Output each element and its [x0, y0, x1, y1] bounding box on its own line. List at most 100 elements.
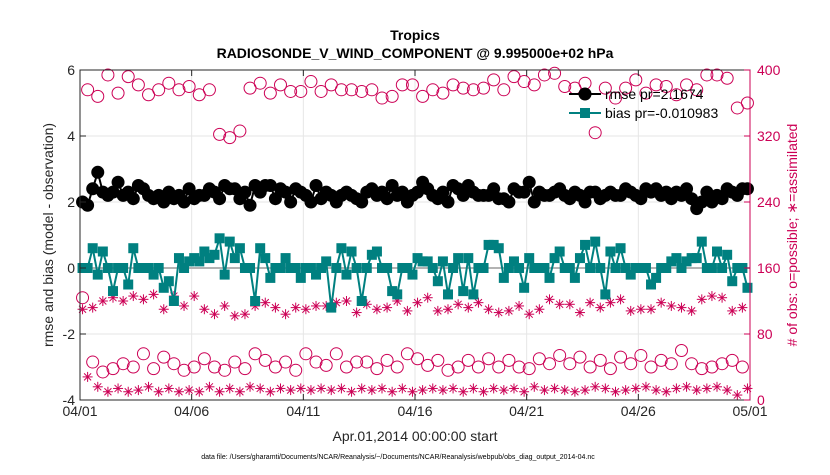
- bias-point: [519, 282, 530, 293]
- obs-possible-point: [629, 73, 643, 87]
- obs-possible-point: [477, 81, 491, 95]
- bias-point: [422, 256, 433, 267]
- bias-point: [250, 296, 261, 306]
- bias-point: [133, 263, 144, 273]
- obs-assimilated-point: [209, 309, 220, 320]
- obs-assimilated-point: [554, 299, 565, 310]
- bias-point: [615, 243, 626, 254]
- obs-assimilated-point: [290, 302, 301, 313]
- bias-point: [346, 246, 357, 257]
- bias-point: [498, 272, 509, 283]
- bias-point: [727, 276, 738, 287]
- obs-possible-point: [436, 86, 450, 100]
- obs-possible-point: [279, 355, 293, 369]
- rmse-point: [106, 185, 120, 199]
- bias-point: [148, 269, 159, 280]
- obs-assimilated-point: [605, 297, 616, 308]
- bias-point: [412, 253, 423, 264]
- x-tick-label: 04/11: [286, 403, 320, 419]
- rmse-point: [380, 192, 394, 206]
- obs-assimilated-point: [448, 383, 459, 394]
- bias-point: [661, 263, 672, 273]
- obs-possible-point: [583, 360, 597, 374]
- obs-assimilated-point: [483, 304, 494, 315]
- bias-point: [701, 263, 712, 273]
- rmse-point: [86, 182, 100, 196]
- rmse-point: [126, 192, 140, 206]
- obs-possible-point: [299, 347, 313, 361]
- obs-assimilated-point: [671, 383, 682, 394]
- obs-assimilated-point: [300, 304, 311, 315]
- obs-assimilated-point: [569, 386, 580, 397]
- obs-possible-point: [238, 362, 252, 376]
- obs-possible-point: [304, 75, 318, 89]
- obs-possible-point: [487, 73, 501, 87]
- obs-assimilated-point: [442, 304, 453, 315]
- obs-possible-point: [131, 78, 145, 92]
- obs-assimilated-point: [402, 305, 413, 316]
- bias-point: [676, 263, 687, 273]
- obs-assimilated-point: [173, 386, 184, 397]
- obs-assimilated-point: [179, 300, 190, 311]
- obs-possible-point: [451, 360, 465, 374]
- left-y-tick-label: 2: [67, 194, 75, 210]
- rmse-point: [487, 182, 501, 196]
- obs-assimilated-point: [260, 297, 271, 308]
- bias-point: [437, 256, 448, 267]
- rmse-point: [502, 195, 516, 209]
- bias-point: [184, 256, 195, 267]
- obs-possible-point: [598, 81, 612, 95]
- bias-point: [564, 263, 575, 273]
- left-y-axis-label: rmse and bias (model - observation): [40, 123, 56, 347]
- obs-possible-point: [517, 75, 531, 89]
- bias-point: [681, 256, 692, 267]
- obs-possible-point: [548, 66, 562, 80]
- obs-assimilated-point: [432, 305, 443, 316]
- bias-point: [392, 289, 403, 300]
- obs-possible-point: [497, 83, 511, 97]
- obs-possible-point: [91, 89, 105, 103]
- rmse-point: [228, 182, 242, 196]
- obs-assimilated-point: [580, 385, 591, 396]
- obs-assimilated-point: [189, 291, 200, 302]
- obs-possible-point: [228, 355, 242, 369]
- bias-point: [265, 272, 276, 283]
- bias-point: [453, 253, 464, 264]
- bias-point: [270, 263, 281, 273]
- obs-assimilated-point: [646, 304, 657, 315]
- obs-possible-point: [350, 355, 364, 369]
- obs-possible-point: [81, 83, 95, 97]
- obs-assimilated-point: [311, 300, 322, 311]
- bias-point: [255, 243, 266, 254]
- obs-possible-point: [492, 360, 506, 374]
- bias-point: [168, 296, 179, 306]
- obs-assimilated-point: [651, 385, 662, 396]
- data-file-footnote: data file: /Users/gharamti/Documents/NCA…: [201, 454, 595, 461]
- obs-possible-point: [345, 83, 359, 97]
- rmse-point: [268, 192, 282, 206]
- bias-point: [605, 246, 616, 257]
- bias-point: [356, 296, 367, 306]
- chart-subtitle: RADIOSONDE_V_WIND_COMPONENT @ 9.995000e+…: [217, 45, 614, 61]
- obs-possible-point: [426, 83, 440, 97]
- obs-assimilated-point: [366, 385, 377, 396]
- bias-point: [179, 263, 190, 273]
- obs-assimilated-point: [295, 383, 306, 394]
- obs-possible-point: [588, 126, 602, 140]
- obs-possible-point: [471, 360, 485, 374]
- rmse-point: [182, 182, 196, 196]
- left-y-tick-label: -2: [63, 326, 76, 342]
- right-y-tick-label: 400: [757, 62, 781, 78]
- bias-point: [361, 263, 372, 273]
- obs-assimilated-point: [437, 385, 448, 396]
- obs-assimilated-point: [681, 381, 692, 392]
- obs-possible-point: [614, 350, 628, 364]
- axis-ticks: 04/01 04/06 04/11 04/16 04/21 04/26 05/01 -4 -2 0…: [62, 62, 780, 419]
- obs-possible-point: [202, 83, 216, 97]
- bias-point: [417, 256, 428, 267]
- obs-possible-point: [502, 353, 516, 367]
- obs-assimilated-point: [539, 385, 550, 396]
- obs-possible-point: [208, 360, 222, 374]
- obs-assimilated-point: [92, 381, 103, 392]
- obs-assimilated-point: [77, 304, 88, 315]
